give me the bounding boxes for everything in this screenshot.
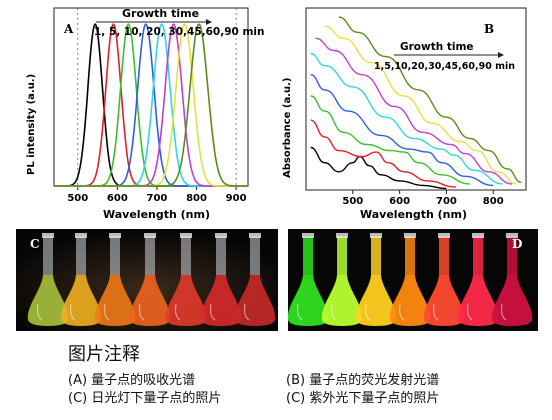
caption-a: (A) 量子点的吸收光谱 <box>68 373 196 388</box>
photo-c-flask-2 <box>60 233 102 326</box>
panel-b-series-3 <box>310 95 470 185</box>
panel-b-series-8 <box>338 16 522 184</box>
panel-b-series-1 <box>310 146 447 190</box>
panel-a-xtick-label: 500 <box>67 193 88 204</box>
photo-d-flask-2 <box>321 233 363 326</box>
panel-b-ylabel: Absorbance (a.u.) <box>282 78 293 178</box>
photo-c-flask-5 <box>165 233 207 326</box>
photo-d-label: D <box>512 237 522 251</box>
panel-a-xtick-label: 900 <box>226 193 247 204</box>
panel-a-annotation-values: 1, 5, 10, 20, 30,45,60,90 min <box>94 26 265 38</box>
panel-a-series-8 <box>54 23 248 187</box>
panel-b-xlabel: Wavelength (nm) <box>360 208 467 221</box>
caption-d: (C) 紫外光下量子点的照片 <box>286 391 440 406</box>
photo-c-flask-4 <box>129 233 171 326</box>
caption: 图片注释 (A) 量子点的吸收光谱 (B) 量子点的荧光发射光谱 (C) 日光灯… <box>68 340 538 408</box>
panel-a-annotation-title: Growth time <box>122 7 199 20</box>
photo-d-flask-6 <box>457 233 499 326</box>
photo-c-flask-1 <box>27 233 69 326</box>
caption-c: (C) 日光灯下量子点的照片 <box>68 391 222 406</box>
panel-b-plot-frame <box>305 7 527 191</box>
photo-d-flask-4 <box>389 233 431 326</box>
panel-a-xtick-label: 800 <box>186 193 207 204</box>
photo-c-label: C <box>30 237 40 251</box>
panel-a-xlabel: Wavelength (nm) <box>103 208 210 221</box>
panel-b-growth-arrowhead <box>498 52 504 58</box>
panel-b-series-7 <box>324 25 517 185</box>
panel-b-label: B <box>484 22 494 36</box>
photo-c-flask-6 <box>200 233 242 326</box>
caption-title: 图片注释 <box>68 344 140 365</box>
caption-row-2: (C) 日光灯下量子点的照片 (C) 紫外光下量子点的照片 <box>68 390 538 408</box>
panel-b-annotation-title: Growth time <box>400 41 474 53</box>
panel-b-series-4 <box>310 74 494 187</box>
photo-d-flask-3 <box>355 233 397 326</box>
panel-a-xtick-label: 700 <box>147 193 168 204</box>
panel-a-label: A <box>63 22 74 36</box>
panel-a-xtick-label: 600 <box>107 193 128 204</box>
photo-d-flask-1 <box>287 233 329 326</box>
panel-a-ylabel: PL intensity (a.u.) <box>26 74 37 175</box>
panel-b-series-5 <box>310 52 503 185</box>
panel-b-chart: 500 600 700 800 B Growth time 1,5,10,20,30,… <box>282 7 527 221</box>
panel-b-xtick-label: 600 <box>389 196 410 207</box>
panel-b-xtick-label: 500 <box>342 196 363 207</box>
panel-b-series-6 <box>315 37 513 185</box>
panel-b-series-2 <box>310 119 456 188</box>
photo-c-flask-7 <box>234 233 276 326</box>
photo-d-flask-7 <box>491 233 533 326</box>
panel-b-xtick-label: 700 <box>436 196 457 207</box>
panel-b-annotation-values: 1,5,10,20,30,45,60,90 min <box>374 61 515 72</box>
photo-c-flask-3 <box>94 233 136 326</box>
caption-row-1: (A) 量子点的吸收光谱 (B) 量子点的荧光发射光谱 <box>68 372 538 390</box>
panel-b-xtick-label: 800 <box>483 196 504 207</box>
panel-a-chart: 500 600 700 800 900 A Growth time 1, 5, 10, … <box>26 7 265 221</box>
photos-layer: C D <box>16 229 538 331</box>
panel-a-growth-arrowhead <box>206 19 212 25</box>
photo-d-flask-5 <box>423 233 465 326</box>
caption-b: (B) 量子点的荧光发射光谱 <box>286 373 440 388</box>
